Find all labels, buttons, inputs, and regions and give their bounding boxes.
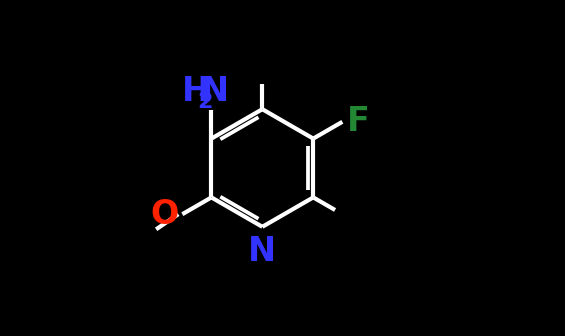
Text: O: O [150, 198, 179, 231]
Text: 2: 2 [197, 92, 212, 112]
Text: N: N [248, 235, 276, 268]
Text: H: H [182, 75, 210, 108]
Text: N: N [201, 75, 229, 108]
Text: F: F [346, 105, 370, 138]
